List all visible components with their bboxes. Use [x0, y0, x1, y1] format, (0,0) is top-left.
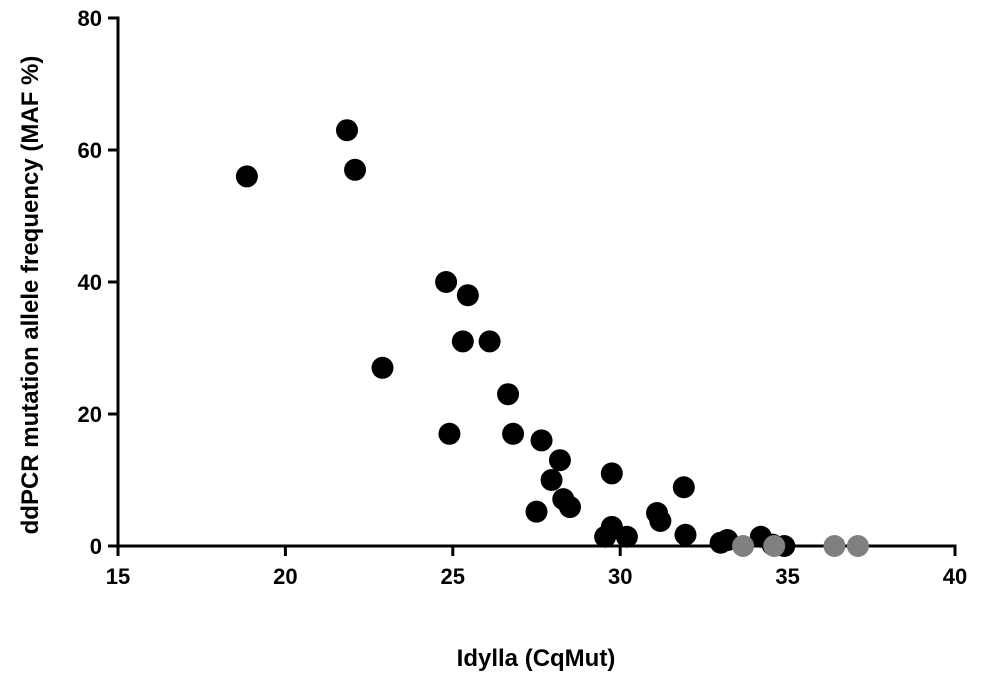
point: [235, 165, 258, 188]
point: [502, 422, 525, 445]
y-tick-label: 40: [78, 270, 102, 295]
x-tick-label: 30: [608, 564, 632, 589]
point: [497, 383, 520, 406]
y-axis-label: ddPCR mutation allele frequency (MAF %): [17, 56, 44, 535]
point: [530, 429, 553, 452]
point: [540, 469, 563, 491]
point: [344, 158, 367, 181]
point: [672, 476, 695, 499]
point: [478, 330, 501, 353]
point: [548, 449, 571, 472]
point: [371, 356, 394, 379]
point: [823, 535, 846, 557]
y-tick-label: 0: [90, 534, 102, 559]
point: [615, 525, 638, 548]
y-tick-label: 20: [78, 402, 102, 427]
point: [438, 422, 461, 445]
y-tick-label: 60: [78, 138, 102, 163]
x-tick-label: 40: [943, 564, 967, 589]
x-tick-label: 25: [441, 564, 465, 589]
point: [451, 330, 474, 353]
x-tick-label: 20: [273, 564, 297, 589]
point: [525, 500, 548, 523]
point: [600, 462, 623, 485]
point: [763, 535, 786, 557]
x-axis-label: Idylla (CqMut): [457, 645, 616, 672]
y-tick-label: 80: [78, 6, 102, 31]
point: [435, 271, 458, 293]
point: [649, 509, 672, 532]
point: [674, 523, 697, 546]
x-tick-label: 35: [775, 564, 799, 589]
point: [456, 284, 479, 307]
x-tick-label: 15: [106, 564, 130, 589]
point: [336, 119, 359, 142]
point: [846, 535, 869, 557]
point: [732, 535, 755, 557]
point: [594, 525, 617, 548]
point: [558, 496, 581, 519]
